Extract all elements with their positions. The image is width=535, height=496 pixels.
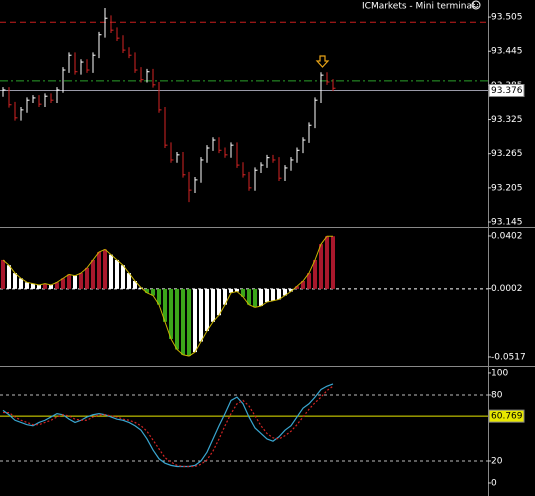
histogram-bar <box>163 288 167 322</box>
histogram-bar <box>103 249 107 289</box>
histogram-bar <box>13 273 17 289</box>
histogram-bar <box>85 267 89 289</box>
histogram-bar <box>253 288 257 308</box>
y-tick-label: 93.445 <box>491 47 523 57</box>
histogram-bar <box>97 252 101 289</box>
current-label: 93.376 <box>491 86 523 96</box>
histogram-bar <box>301 281 305 289</box>
histogram-bar <box>49 284 53 289</box>
histogram-bar <box>43 283 47 289</box>
histogram-bar <box>211 288 215 322</box>
current-label-box <box>488 409 525 423</box>
histogram-bar <box>223 288 227 305</box>
signal-arrow <box>315 55 330 68</box>
histogram-bar <box>25 282 29 289</box>
histogram-bar <box>169 288 173 339</box>
histogram-bar <box>295 286 299 289</box>
terminal-title: ICMarkets - Mini terminal <box>362 2 474 12</box>
histogram-bar <box>151 288 155 296</box>
histogram-bar <box>319 244 323 289</box>
histogram-bar <box>229 288 233 293</box>
y-tick-label: 100 <box>491 368 508 378</box>
histogram-bar <box>61 278 65 289</box>
histogram-bar <box>31 283 35 289</box>
histogram-bar <box>37 284 41 289</box>
histogram-bar <box>19 278 23 289</box>
oscillator-line <box>2 383 334 468</box>
histogram-bar <box>331 236 335 289</box>
histogram-bar <box>283 288 287 296</box>
histogram-bar <box>313 259 317 289</box>
histogram-bar <box>265 288 269 303</box>
y-tick-label: 0 <box>491 478 497 488</box>
histogram-bar <box>175 288 179 350</box>
histogram-bar <box>241 288 245 297</box>
y-tick-label: 80 <box>491 390 503 400</box>
histogram-bar <box>7 265 11 289</box>
histogram-bar <box>127 273 131 289</box>
y-tick-label: 0.0402 <box>491 231 523 241</box>
histogram-bar <box>277 288 281 300</box>
histogram-bar <box>193 288 197 353</box>
histogram-bar <box>157 288 161 305</box>
histogram-bar <box>217 288 221 316</box>
y-tick-label: 93.505 <box>491 13 523 23</box>
histogram-bar <box>79 273 83 289</box>
histogram-bar <box>67 274 71 289</box>
histogram-bar <box>187 288 191 357</box>
histogram-bar <box>289 288 293 292</box>
histogram-bar <box>73 275 77 289</box>
y-tick-label: 93.145 <box>491 218 523 228</box>
histogram-bar <box>133 281 137 289</box>
histogram-bar <box>235 288 239 292</box>
histogram-bar <box>1 259 5 289</box>
histogram-bar <box>205 288 209 332</box>
histogram-bar <box>121 265 125 289</box>
oscillator-line <box>3 385 334 468</box>
y-tick-label: 93.325 <box>491 115 523 125</box>
histogram-bar <box>259 288 263 307</box>
y-tick-label: 93.205 <box>491 183 523 193</box>
y-tick-label: 20 <box>491 456 503 466</box>
current-label-box <box>488 84 525 98</box>
y-tick-label: 93.265 <box>491 149 523 159</box>
histogram-bar <box>181 288 185 355</box>
histogram-bar <box>115 259 119 289</box>
histogram-bar <box>199 288 203 342</box>
histogram-bar <box>109 254 113 289</box>
y-tick-label: -0.0517 <box>491 352 526 362</box>
histogram-bar <box>307 273 311 289</box>
y-tick-label: 0.0002 <box>491 284 523 294</box>
histogram-bar <box>271 288 275 301</box>
current-label: 60.769 <box>491 412 523 422</box>
smiley-face <box>473 4 479 8</box>
histogram-bar <box>325 236 329 289</box>
histogram-bar <box>145 288 149 293</box>
histogram-bar <box>247 288 251 305</box>
histogram-outline <box>2 235 333 357</box>
histogram-bar <box>55 282 59 289</box>
histogram-bar <box>91 259 95 289</box>
smiley-icon <box>471 0 481 10</box>
